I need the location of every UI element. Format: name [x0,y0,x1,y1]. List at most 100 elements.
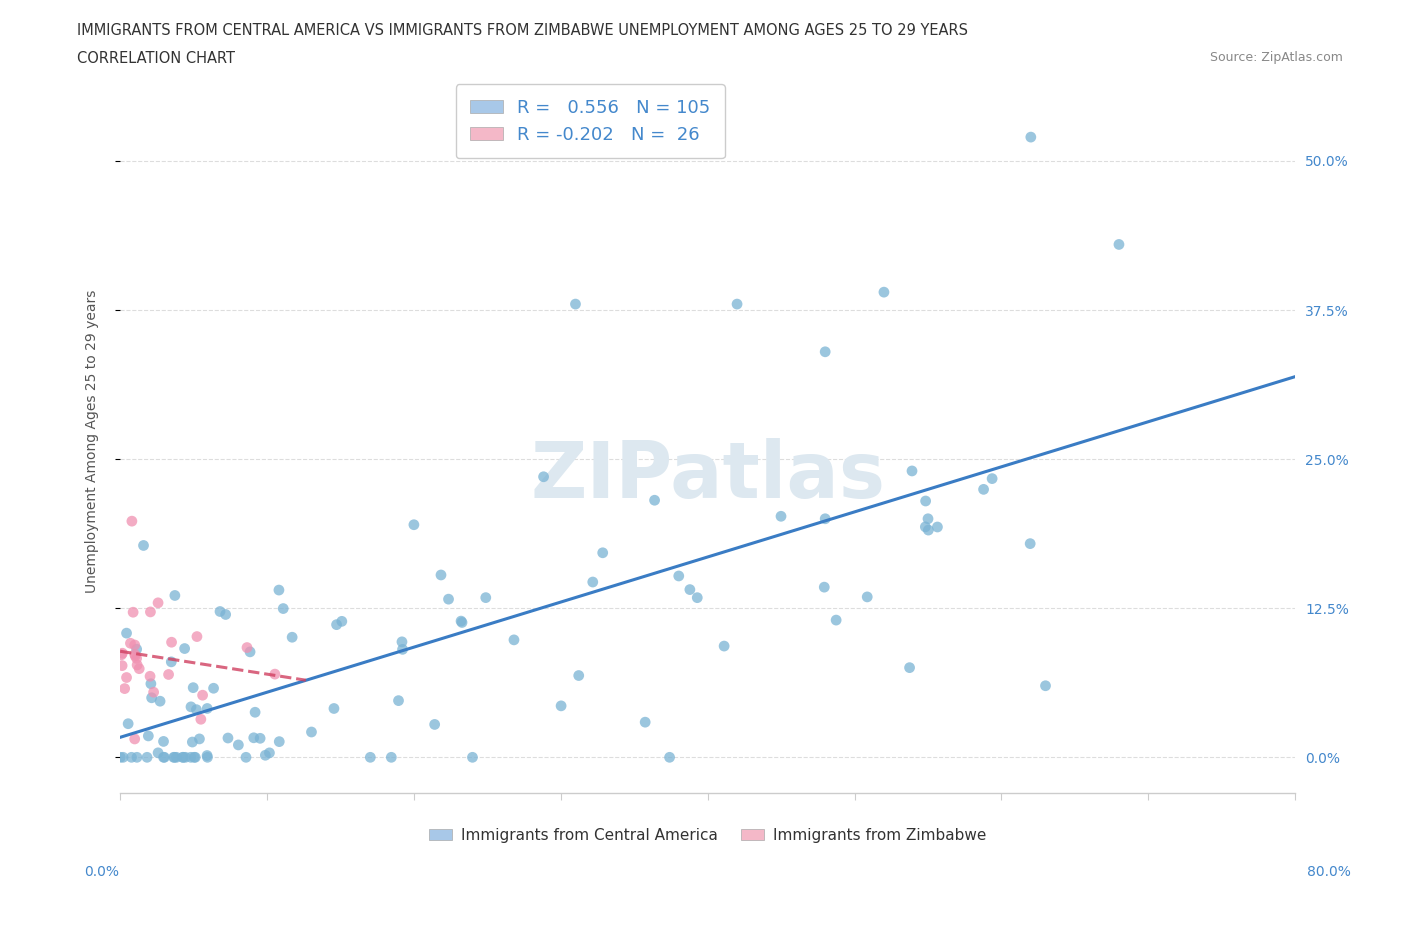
Point [236,640,259,655]
Point [813,579,835,594]
Point [259,746,281,761]
Point [254,748,277,763]
Point [325,618,347,632]
Point [153,750,176,764]
Point [679,582,702,597]
Point [814,512,837,526]
Point [898,660,921,675]
Point [873,285,896,299]
Point [713,639,735,654]
Point [769,509,792,524]
Point [149,694,172,709]
Point [111,658,134,673]
Point [190,711,212,726]
Point [112,750,135,764]
Point [202,681,225,696]
Point [437,591,460,606]
Point [658,750,681,764]
Point [117,716,139,731]
Point [330,614,353,629]
Point [235,750,257,764]
Point [592,545,614,560]
Point [124,638,146,653]
Text: Source: ZipAtlas.com: Source: ZipAtlas.com [1209,51,1343,64]
Point [139,676,162,691]
Point [139,669,162,684]
Point [172,750,194,764]
Point [122,604,145,619]
Point [301,724,323,739]
Point [249,731,271,746]
Point [228,737,250,752]
Point [142,684,165,699]
Point [141,690,163,705]
Point [450,614,472,629]
Point [1019,537,1042,551]
Point [195,701,218,716]
Y-axis label: Unemployment Among Ages 25 to 29 years: Unemployment Among Ages 25 to 29 years [86,289,100,593]
Point [1108,237,1130,252]
Point [214,607,236,622]
Point [281,630,304,644]
Point [121,750,143,764]
Point [533,470,555,485]
Point [423,717,446,732]
Point [914,520,936,535]
Point [121,513,143,528]
Point [132,538,155,553]
Point [430,567,453,582]
Point [186,702,208,717]
Point [157,667,180,682]
Point [114,681,136,696]
Point [124,647,146,662]
Point [138,728,160,743]
Point [160,655,183,670]
Point [271,601,294,616]
Point [264,667,287,682]
Point [1035,678,1057,693]
Point [668,568,690,583]
Text: ZIPatlas: ZIPatlas [530,438,886,514]
Point [186,629,208,644]
Text: IMMIGRANTS FROM CENTRAL AMERICA VS IMMIGRANTS FROM ZIMBABWE UNEMPLOYMENT AMONG A: IMMIGRANTS FROM CENTRAL AMERICA VS IMMIG… [77,23,969,38]
Point [195,748,218,763]
Point [120,636,142,651]
Point [115,626,138,641]
Point [188,732,211,747]
Point [901,463,924,478]
Point [125,651,148,666]
Point [146,595,169,610]
Text: 80.0%: 80.0% [1306,865,1351,879]
Point [461,750,484,764]
Point [124,648,146,663]
Point [160,635,183,650]
Point [139,604,162,619]
Point [269,734,291,749]
Text: 0.0%: 0.0% [84,865,118,879]
Point [128,661,150,676]
Point [180,699,202,714]
Point [124,732,146,747]
Point [825,613,848,628]
Point [917,512,939,526]
Point [191,688,214,703]
Point [163,750,186,764]
Point [550,698,572,713]
Point [814,344,837,359]
Text: CORRELATION CHART: CORRELATION CHART [77,51,235,66]
Point [391,642,413,657]
Point [146,746,169,761]
Point [172,750,194,764]
Point [110,647,132,662]
Point [110,750,132,764]
Point [973,482,995,497]
Point [380,750,402,764]
Point [217,731,239,746]
Point [644,493,666,508]
Point [856,590,879,604]
Point [152,734,174,749]
Point [125,750,148,764]
Point [451,615,474,630]
Point [163,750,186,764]
Point [564,297,586,312]
